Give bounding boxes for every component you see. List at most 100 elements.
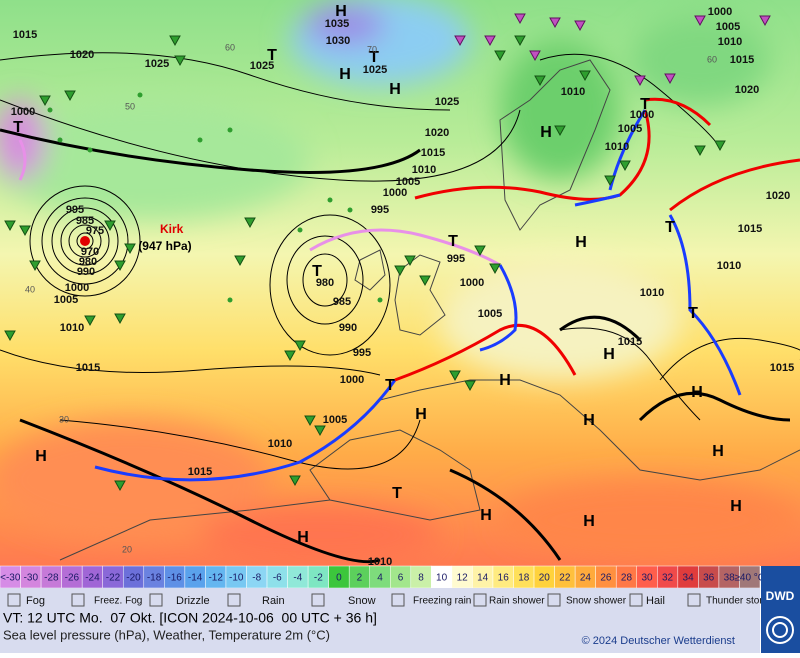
isobar-label: 1035 [325, 18, 349, 30]
isobar-label: 1015 [421, 147, 445, 159]
rain-shower-symbol [619, 160, 631, 172]
pressure-system: H [335, 3, 347, 20]
major-isobars [0, 128, 791, 564]
rain-shower-symbol [4, 330, 16, 342]
rain-symbol [57, 137, 63, 143]
grid-label: 50 [125, 101, 135, 111]
snow-shower-symbol [634, 75, 646, 87]
storm-pressure: (947 hPa) [138, 239, 191, 253]
copyright: © 2024 Deutscher Wetterdienst [582, 635, 735, 647]
isobar-label: 1010 [718, 36, 742, 48]
scale-label: -4 [293, 573, 302, 584]
legend-icon [7, 593, 21, 607]
snow-shower-symbol [514, 13, 526, 25]
isobar-label: 1020 [735, 84, 759, 96]
legend-label: Rain shower [489, 596, 545, 607]
scale-label: 32 [662, 573, 674, 584]
scale-label: ≥40 °C [734, 573, 765, 584]
scale-label: 30 [641, 573, 653, 584]
rain-shower-symbol [289, 475, 301, 487]
rain-shower-symbol [114, 480, 126, 492]
isobar-label: 1020 [425, 127, 449, 139]
scale-label: 34 [683, 573, 695, 584]
isobar-label: 1010 [412, 164, 436, 176]
isobar-label: 1010 [605, 141, 629, 153]
scale-label: -26 [65, 573, 80, 584]
pressure-system: T [385, 377, 395, 394]
legend-icon [71, 593, 85, 607]
map-area: 1015 1020 1025 1035 1030 1025 1025 1025 1020 1015… [0, 0, 800, 568]
rain-shower-symbol [284, 350, 296, 362]
scale-label: 10 [436, 573, 448, 584]
grid-label: 20 [122, 544, 132, 554]
scale-label: 6 [398, 573, 404, 584]
legend-label: Drizzle [176, 595, 210, 607]
isobar-label: 1025 [250, 60, 274, 72]
isobar-label: 1005 [478, 308, 502, 320]
rain-shower-symbol [514, 35, 526, 47]
isobar-label: 1000 [65, 282, 89, 294]
rain-shower-symbol [494, 50, 506, 62]
pressure-system: T [312, 263, 322, 280]
isobar-label: 1010 [561, 86, 585, 98]
isobar-label: 995 [66, 204, 84, 216]
grid-label: 40 [25, 284, 35, 294]
legend-label: Rain [262, 595, 285, 607]
legend-icon [227, 593, 241, 607]
scale-label: 0 [336, 573, 342, 584]
isobar-label: 1015 [618, 336, 642, 348]
scale-label: 14 [477, 573, 489, 584]
legend-label: Snow [348, 595, 376, 607]
snow-shower-symbol [549, 17, 561, 29]
coastlines [59, 59, 800, 561]
snow-shower-symbol [529, 50, 541, 62]
snow-shower-symbol [454, 35, 466, 47]
isobar-label: 985 [76, 215, 94, 227]
isobar-label: 1010 [268, 438, 292, 450]
dwd-logo: DWD [766, 589, 795, 603]
pressure-system: H [540, 124, 552, 141]
rain-shower-symbol [694, 145, 706, 157]
scale-label: 24 [580, 573, 592, 584]
map-labels: 1015 1020 1025 1035 1030 1025 1025 1025 1020 1015… [11, 3, 794, 568]
pressure-system: H [583, 412, 595, 429]
rain-symbol [47, 107, 53, 113]
rain-shower-symbol [169, 35, 181, 47]
scale-label: -20 [126, 573, 141, 584]
pressure-system: H [575, 234, 587, 251]
legend-label: Fog [26, 595, 45, 607]
isobar-label: 1015 [770, 362, 794, 374]
isobar-label: 995 [447, 253, 465, 265]
grid-label: 60 [225, 42, 235, 52]
footer-bg [0, 615, 760, 653]
legend-label: Freezing rain [413, 596, 471, 607]
scale-label: 36 [703, 573, 715, 584]
scale-label: 22 [559, 573, 571, 584]
pressure-system: H [480, 507, 492, 524]
pressure-system: H [339, 66, 351, 83]
pressure-system: T [369, 49, 379, 66]
scale-label: 4 [377, 573, 383, 584]
pressure-system: H [730, 498, 742, 515]
rain-symbol [197, 137, 203, 143]
scale-label: -6 [273, 573, 282, 584]
rain-shower-symbol [29, 260, 41, 272]
storm-name: Kirk [160, 222, 184, 236]
scale-label: -28 [44, 573, 59, 584]
rain-symbol [347, 207, 353, 213]
rain-shower-symbol [314, 425, 326, 437]
pressure-system: H [415, 406, 427, 423]
isobar-label: 1005 [323, 414, 347, 426]
scale-label: -22 [106, 573, 121, 584]
pressure-system: T [688, 305, 698, 322]
rain-shower-symbol [304, 415, 316, 427]
scale-label: -16 [167, 573, 182, 584]
pressure-system: H [389, 81, 401, 98]
isobar-label: 1005 [54, 294, 78, 306]
legend-icon [391, 593, 405, 607]
legend-icon [473, 593, 487, 607]
valid-time: VT: 12 UTC Mo. 07 Okt. [ICON 2024-10-06 … [3, 610, 377, 626]
rain-shower-symbol [4, 220, 16, 232]
rain-shower-symbol [714, 140, 726, 152]
isobar-label: 975 [86, 225, 104, 237]
